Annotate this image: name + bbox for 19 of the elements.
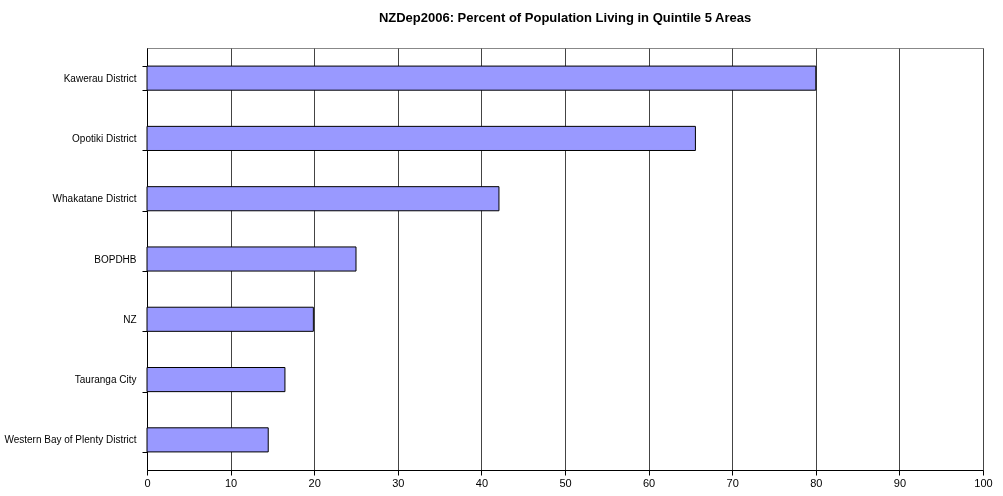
x-tick-label: 70 <box>726 476 739 489</box>
y-tick-label: Opotiki District <box>72 132 137 144</box>
chart-title: NZDep2006: Percent of Population Living in Quintile 5 Areas <box>378 10 752 25</box>
x-tick-label: 40 <box>475 476 489 489</box>
y-tick-label: NZ <box>123 313 137 325</box>
x-tick-label: 60 <box>642 476 656 489</box>
x-tick-label: 0 <box>144 476 151 489</box>
y-tick-label: Tauranga City <box>74 374 137 386</box>
x-tick-label: 100 <box>974 476 993 489</box>
x-tick-label: 30 <box>392 476 405 489</box>
x-tick-label: 90 <box>893 476 907 489</box>
x-tick-label: 80 <box>810 476 823 489</box>
y-tick-label: Western Bay of Plenty District <box>4 434 137 446</box>
x-tick-label: 50 <box>559 476 572 489</box>
x-tick-label: 20 <box>308 476 321 489</box>
x-tick-label: 10 <box>224 476 238 489</box>
y-tick-label: Whakatane District <box>52 193 137 205</box>
y-tick-label: Kawerau District <box>63 72 137 84</box>
y-tick-label: BOPDHB <box>94 253 137 265</box>
